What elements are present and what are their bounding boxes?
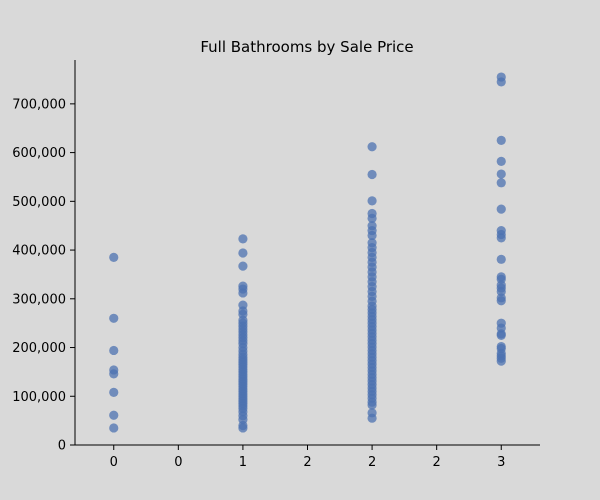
data-point [496,356,506,366]
x-axis-ticks: 0 0 1 2 2 2 3 [110,445,505,470]
data-point [496,286,506,297]
x-tick-label: 2 [368,455,376,470]
y-axis-ticks: 0 100,000 200,000 300,000 400,000 500,000 600,… [12,97,75,454]
points-layer [109,72,506,433]
y-tick-label: 0 [58,439,66,454]
data-point [109,423,119,433]
data-point [238,288,248,298]
data-point [109,410,119,420]
x-tick-label: 0 [110,455,118,470]
y-tick-label: 200,000 [12,341,66,356]
data-point [367,413,377,423]
data-point [496,135,506,146]
data-point [109,252,119,262]
data-point [367,213,377,223]
data-point [496,330,506,340]
data-point [109,387,119,397]
data-point [496,254,506,264]
data-point [367,169,377,180]
data-point [238,423,248,433]
data-point [367,196,377,206]
x-tick-label: 3 [497,455,505,470]
data-point [496,77,506,87]
data-point [109,369,119,379]
data-point [496,296,506,306]
y-tick-label: 300,000 [12,292,66,307]
y-tick-label: 700,000 [12,97,66,112]
data-point [496,156,506,166]
data-point [238,234,248,244]
data-point [238,248,248,258]
x-tick-label: 2 [303,455,311,470]
data-point [109,313,119,323]
y-tick-label: 600,000 [12,146,66,161]
y-tick-label: 500,000 [12,195,66,210]
data-point [238,261,248,271]
y-tick-label: 400,000 [12,244,66,259]
data-point [496,233,506,243]
data-point [109,345,119,356]
chart-title: Full Bathrooms by Sale Price [200,38,413,56]
data-point [367,400,377,410]
x-tick-label: 0 [174,455,182,470]
data-point [367,230,377,241]
x-tick-label: 2 [433,455,441,470]
data-point [367,142,377,152]
y-tick-label: 100,000 [12,390,66,405]
data-point [496,178,506,188]
x-tick-label: 1 [239,455,247,470]
data-point [496,204,506,214]
data-point [496,169,506,179]
